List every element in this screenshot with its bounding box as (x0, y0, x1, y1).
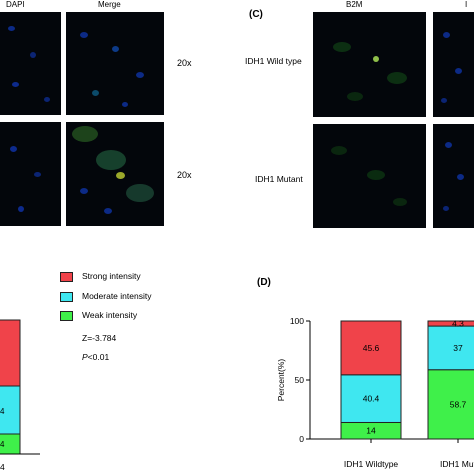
panel-d-letter: (D) (257, 277, 271, 288)
y-tick-label: 0 (299, 434, 304, 444)
bar-value-label: 40.4 (363, 394, 380, 404)
partial-bar-label-moderate: 4 (0, 407, 5, 416)
partial-x-label: 4 (0, 462, 5, 472)
row-label-mutant: IDH1 Mutant (255, 174, 303, 184)
dapi-header: DAPI (6, 0, 25, 9)
y-axis-label: Percent(%) (276, 359, 286, 402)
bar-segment (340, 320, 402, 376)
partial-image-wildtype (433, 12, 474, 117)
legend-swatch-weak (60, 311, 73, 321)
y-tick-label: 50 (295, 375, 305, 385)
panel-b-partial-bar (0, 319, 40, 455)
p-value: P<0.01 (82, 352, 109, 362)
legend-swatch-strong (60, 272, 73, 282)
p-symbol: P (82, 352, 88, 362)
partial-bar-label-weak: 4 (0, 440, 5, 449)
partial-bar-strong (0, 319, 21, 387)
magnification-label-top: 20x (177, 58, 192, 68)
bar-segment (427, 320, 474, 327)
bar-value-label: 58.7 (450, 399, 467, 409)
b2m-image-wildtype (313, 12, 426, 117)
y-tick-label: 100 (290, 316, 304, 326)
bar-segment (427, 325, 474, 371)
bar-value-label: 14 (366, 426, 376, 436)
row-label-wildtype: IDH1 Wild type (245, 56, 302, 66)
legend-label-strong: Strong intensity (82, 271, 141, 281)
merge-header: Merge (98, 0, 121, 9)
panel-c-letter: (C) (249, 9, 263, 20)
bar-value-label: 45.6 (363, 343, 380, 353)
x-tick-label: IDH1 Mut (440, 459, 474, 469)
x-tick-label: IDH1 Wildtype (344, 459, 399, 469)
bar-value-label: 37 (453, 343, 463, 353)
partial-header: I (465, 0, 468, 9)
b2m-header: B2M (346, 0, 363, 9)
bar-segment (340, 374, 402, 423)
legend-label-weak: Weak intensity (82, 310, 138, 320)
merge-image-top (66, 12, 164, 115)
bar-value-label: 4.3 (452, 319, 464, 329)
partial-image-mutant (433, 124, 474, 228)
dapi-image-bottom (0, 122, 61, 226)
p-threshold: <0.01 (87, 352, 110, 362)
dapi-image-top (0, 12, 61, 115)
b2m-image-mutant (313, 124, 426, 228)
legend-swatch-moderate (60, 292, 73, 302)
magnification-label-bottom: 20x (177, 170, 192, 180)
merge-image-bottom (66, 122, 164, 226)
stacked-bar-chart: 0 50 100 Percent(%) 14 40.4 45.6 IDH1 Wildtype 5… (276, 316, 474, 469)
legend-label-moderate: Moderate intensity (82, 291, 152, 301)
z-statistic: Z=-3.784 (82, 333, 117, 343)
